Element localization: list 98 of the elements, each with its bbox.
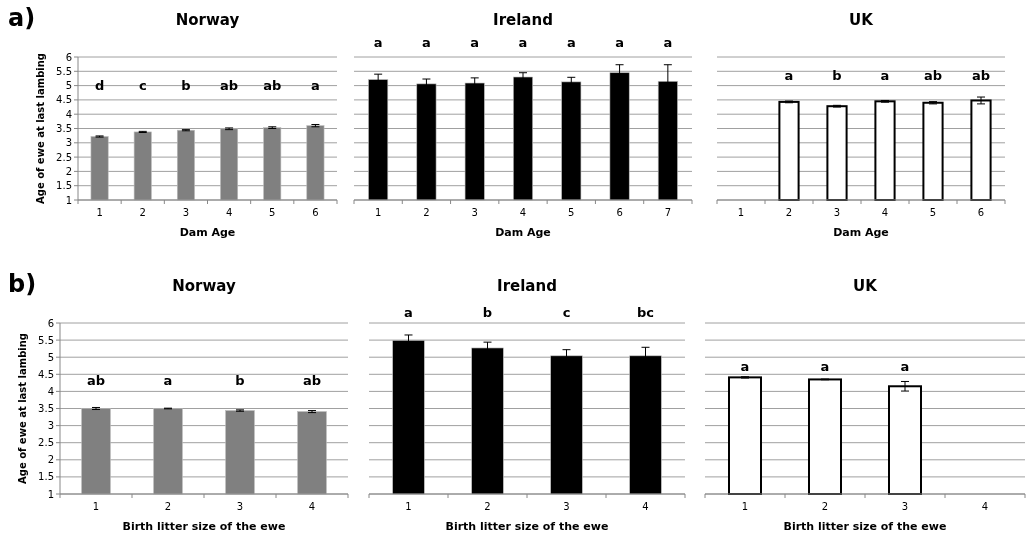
x-tick-label: 3 bbox=[833, 207, 841, 218]
x-tick-label: 2 bbox=[785, 207, 793, 218]
x-tick-label: 1 bbox=[405, 501, 412, 512]
chart-title: Norway bbox=[175, 11, 240, 29]
y-tick-label: 6 bbox=[47, 317, 54, 329]
x-tick-label: 4 bbox=[642, 501, 649, 512]
annotation: ab bbox=[263, 78, 282, 93]
text: a bbox=[566, 35, 576, 50]
x-tick-label: 4 bbox=[981, 501, 989, 512]
text: a) bbox=[8, 4, 36, 32]
x-axis-title: Birth litter size of the ewe bbox=[445, 520, 609, 533]
x-tick-label: 4 bbox=[519, 207, 527, 218]
y-tick-label: 2 bbox=[47, 454, 54, 466]
chart-title: Ireland bbox=[497, 277, 557, 295]
x-tick-label: 2 bbox=[821, 501, 829, 512]
chart-title: UK bbox=[853, 277, 879, 295]
y-tick-label: 2 bbox=[65, 165, 72, 177]
text: a bbox=[404, 305, 413, 320]
text: a bbox=[518, 35, 528, 50]
x-tick-label: 2 bbox=[139, 207, 146, 218]
x-tick-label: 7 bbox=[664, 207, 672, 218]
x-tick-label: 3 bbox=[901, 501, 909, 512]
y-tick-label: 6 bbox=[65, 51, 72, 63]
x-tick-label: 4 bbox=[881, 207, 889, 218]
y-tick-label: 5.5 bbox=[56, 65, 72, 77]
x-tick-label: 1 bbox=[741, 501, 749, 512]
x-tick-label: 6 bbox=[616, 207, 623, 218]
y-tick-label: 3 bbox=[47, 420, 54, 432]
x-tick-label: 3 bbox=[236, 501, 244, 512]
annotation: a bbox=[900, 359, 910, 374]
text: b bbox=[482, 305, 493, 320]
x-tick-label: 4 bbox=[308, 501, 316, 512]
x-tick-label: 3 bbox=[471, 207, 478, 218]
annotation: a bbox=[880, 68, 890, 83]
x-tick-label: 1 bbox=[96, 207, 103, 218]
annotation: b bbox=[832, 68, 842, 83]
x-axis-title: Birth litter size of the ewe bbox=[122, 520, 286, 533]
y-tick-label: 1 bbox=[65, 194, 72, 206]
text: a bbox=[615, 35, 624, 50]
text: c bbox=[562, 305, 571, 320]
text: a bbox=[663, 35, 673, 50]
chart-title: Norway bbox=[172, 277, 236, 295]
x-axis-title: Birth litter size of the ewe bbox=[783, 520, 947, 533]
text: b) bbox=[8, 270, 37, 298]
y-tick-label: 3.5 bbox=[38, 403, 54, 414]
annotation: a bbox=[820, 359, 830, 374]
annotation: c bbox=[138, 78, 147, 93]
x-tick-label: 6 bbox=[312, 207, 319, 218]
y-tick-label: 3 bbox=[65, 137, 72, 149]
y-tick-label: 4.5 bbox=[38, 368, 54, 380]
x-tick-label: 2 bbox=[423, 207, 430, 218]
y-tick-label: 1.5 bbox=[56, 180, 72, 192]
annotation: ab bbox=[220, 78, 239, 93]
annotation: a bbox=[311, 78, 320, 93]
y-tick-label: 3.5 bbox=[56, 123, 72, 134]
y-tick-label: 4 bbox=[65, 108, 72, 120]
text: a bbox=[422, 35, 431, 50]
x-tick-label: 1 bbox=[737, 207, 745, 218]
y-tick-label: 1 bbox=[47, 488, 54, 500]
annotation: ab bbox=[302, 373, 322, 388]
annotation: ab bbox=[86, 373, 106, 388]
x-axis-title: Dam Age bbox=[179, 226, 236, 239]
annotation: a bbox=[740, 359, 750, 374]
y-tick-label: 5.5 bbox=[38, 334, 54, 346]
annotation: b bbox=[235, 373, 245, 388]
y-tick-label: 4.5 bbox=[56, 94, 72, 106]
chart-title: Ireland bbox=[493, 11, 553, 29]
x-tick-label: 2 bbox=[484, 501, 491, 512]
x-tick-label: 3 bbox=[563, 501, 570, 512]
annotation: ab bbox=[923, 68, 943, 83]
annotation: ab bbox=[971, 68, 991, 83]
y-tick-label: 2.5 bbox=[56, 151, 72, 163]
x-tick-label: 1 bbox=[92, 501, 100, 512]
x-tick-label: 5 bbox=[568, 207, 575, 218]
y-tick-label: 5 bbox=[47, 351, 54, 363]
y-tick-label: 1.5 bbox=[38, 471, 54, 483]
x-tick-label: 2 bbox=[164, 501, 172, 512]
x-tick-label: 4 bbox=[225, 207, 233, 218]
chart-title: UK bbox=[849, 11, 875, 29]
annotation: a bbox=[163, 373, 173, 388]
annotation: d bbox=[94, 78, 105, 93]
y-axis-title: Age of ewe at last lambing bbox=[17, 332, 28, 485]
x-tick-label: 6 bbox=[977, 207, 985, 218]
x-tick-label: 3 bbox=[182, 207, 190, 218]
y-tick-label: 5 bbox=[65, 80, 72, 92]
annotation: b bbox=[181, 78, 191, 93]
x-tick-label: 1 bbox=[374, 207, 382, 218]
x-axis-title: Dam Age bbox=[495, 226, 551, 239]
x-tick-label: 5 bbox=[929, 207, 937, 218]
x-axis-title: Dam Age bbox=[833, 226, 889, 239]
text: a bbox=[470, 35, 480, 50]
y-axis-title: Age of ewe at last lambing bbox=[35, 52, 46, 205]
y-tick-label: 2.5 bbox=[38, 437, 54, 449]
y-tick-label: 4 bbox=[47, 385, 54, 397]
x-tick-label: 5 bbox=[269, 207, 276, 218]
annotation: a bbox=[784, 68, 794, 83]
text: a bbox=[373, 35, 383, 50]
text: bc bbox=[636, 305, 655, 320]
